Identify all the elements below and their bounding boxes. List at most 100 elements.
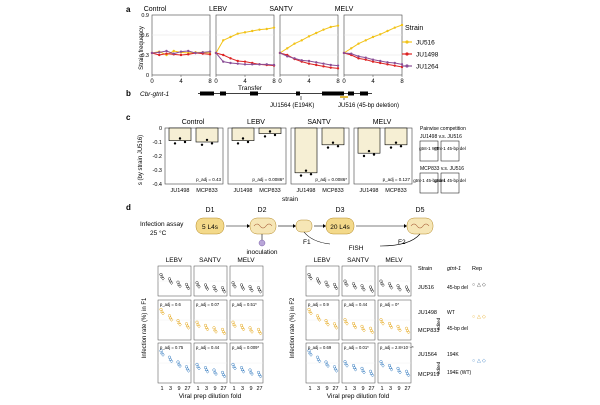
d-cell (341, 265, 376, 297)
competition-box-1 (419, 140, 439, 162)
c-pvalue: p_adj = 0.43 (196, 177, 221, 182)
arrow-f2 (379, 233, 421, 247)
rep-point-diamond (214, 288, 218, 293)
competition-box-2-label: gtnt-1 45-bp del (434, 146, 466, 151)
d-x-tick-label: 27 (184, 386, 190, 392)
d-cell (305, 265, 340, 297)
x-tick-label: 8 (208, 79, 212, 85)
data-point-ju516 (307, 35, 311, 38)
c-replicate-point (183, 140, 187, 144)
rep-point-circle (176, 319, 180, 323)
d-x-tick-label: 3 (389, 386, 392, 392)
x-tick-label: 0 (342, 79, 346, 85)
c-bar-ju1498 (357, 127, 381, 154)
rep-point-circle (351, 321, 356, 326)
d-xlabel-f2: Viral prep dilution fold (327, 393, 390, 400)
rep-point-triangle (213, 286, 217, 290)
rep-point-triangle (405, 371, 410, 375)
plate-mid (295, 219, 313, 233)
rep-point-circle (212, 285, 216, 289)
deletion-highlight (340, 96, 348, 98)
rep-point-circle (256, 286, 261, 290)
c-bar-mcp833 (321, 127, 345, 146)
rep-point-triangle (204, 325, 209, 329)
c-x-tick-label: MCP833 (385, 188, 406, 194)
rep-point-triangle (333, 323, 338, 328)
rep-point-triangle (204, 367, 209, 371)
c-replicate-point (309, 173, 313, 176)
arrowhead-mid-d3 (323, 224, 326, 228)
facet-title-lebv: LEBV (209, 6, 227, 13)
rep-point-circle (248, 326, 252, 330)
rep-point-circle (351, 282, 356, 286)
panel-c-plots: JU1498 MCP833 p_adj = 0.43 JU1498 MCP833 p_ad… (153, 126, 413, 194)
c-y-tick-label: -0.2 (153, 154, 162, 160)
plate-d2 (249, 217, 277, 235)
d-x-tick-label: 3 (317, 386, 320, 392)
rep-point-triangle (249, 286, 253, 290)
rep-point-diamond (222, 374, 227, 379)
c-y-tick-label: -0.4 (153, 182, 162, 188)
d-cell: p_adj = 0.9 (305, 299, 340, 341)
legend-item-ju516: JU516 (402, 40, 435, 47)
panel-c: Control LEBV SANTV MELV s (by strain JU5… (138, 119, 466, 203)
rep-point-diamond (317, 317, 322, 322)
rep-point-diamond (250, 372, 254, 376)
rep-point-diamond (406, 330, 411, 335)
competition-title: Pairwise competition (420, 126, 466, 132)
data-point-ju1498 (165, 52, 168, 55)
panel-label-a: a (126, 5, 131, 14)
c-replicate-point (331, 141, 335, 144)
c-bar-ju1498 (231, 127, 255, 141)
rep-point-diamond (241, 286, 246, 291)
rep-point-triangle (213, 327, 217, 332)
rep-point-triangle (160, 274, 164, 278)
legend-label-ju1498: JU1498 (416, 52, 439, 59)
d-xlabel-f1: Viral prep dilution fold (179, 393, 242, 400)
c-y-tick-label: 0 (159, 126, 162, 132)
rep-point-diamond (186, 325, 191, 330)
rep-key-symbol: ○ (472, 358, 475, 364)
rep-point-circle (332, 322, 337, 326)
data-point-ju516 (386, 29, 389, 33)
rep-point-diamond (381, 321, 385, 326)
d-cell: p_adj = 0.009* 1 3 9 27 (229, 342, 264, 392)
rep-point-triangle (185, 284, 190, 288)
rep-point-triangle (185, 323, 190, 328)
d-pvalue: p_adj = 0.6 (160, 302, 182, 307)
c-replicate-point (372, 153, 376, 156)
panel-c-xlabel: strain (282, 196, 298, 203)
rep-point-diamond (258, 331, 263, 336)
d-x-tick-label: 9 (177, 386, 180, 392)
d-x-tick-label: 1 (308, 386, 311, 392)
c-y-tick-label: -0.1 (153, 140, 162, 146)
gene-ju1564: 194K (447, 352, 459, 358)
data-point-ju1264 (158, 51, 161, 54)
data-point-ju1264 (229, 61, 232, 65)
strain-mcp833: MCP833 (418, 328, 439, 334)
rep-point-triangle (352, 323, 357, 327)
rep-point-diamond (186, 368, 191, 373)
rep-point-triangle (361, 285, 365, 290)
rep-point-triangle (221, 372, 226, 376)
rep-point-triangle (257, 372, 262, 376)
exon-3 (250, 91, 258, 96)
data-point-ju516 (258, 28, 261, 31)
rep-point-diamond (233, 284, 237, 289)
data-point-ju1498 (393, 64, 396, 67)
rep-point-diamond (353, 325, 358, 330)
data-point-ju1498 (336, 67, 340, 70)
rep-point-triangle (177, 282, 181, 286)
rep-point-diamond (326, 364, 330, 368)
data-point-ju1264 (293, 57, 296, 60)
c-x-tick-label: JU1498 (297, 188, 316, 194)
rep-point-triangle (316, 278, 321, 283)
d-x-tick-label: 27 (220, 386, 226, 392)
rep-point-circle (231, 362, 235, 366)
c-bar-ju1498 (294, 127, 318, 174)
rep-point-triangle (221, 287, 226, 292)
rep-point-circle (176, 360, 180, 364)
data-point-ju516 (322, 28, 325, 31)
day-d3: D3 (336, 207, 345, 214)
